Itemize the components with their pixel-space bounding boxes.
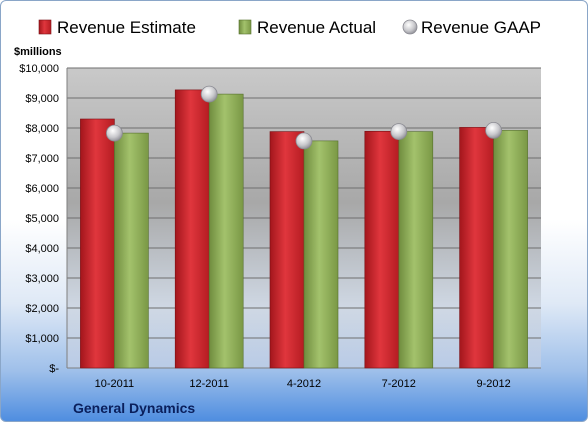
- y-tick-label: $6,000: [25, 183, 59, 195]
- y-tick-label: $7,000: [25, 153, 59, 165]
- bar-revenue-estimate: [80, 118, 115, 369]
- y-tick-label: $1,000: [25, 333, 59, 345]
- y-tick-label: $4,000: [25, 243, 59, 255]
- bar-revenue-estimate: [364, 131, 400, 369]
- y-tick-label: $-: [49, 363, 59, 375]
- x-tick-label: 10-2011: [95, 378, 135, 390]
- x-tick-label: 4-2012: [287, 378, 321, 390]
- marker-revenue-gaap: [200, 85, 218, 103]
- x-tick-label: 9-2012: [476, 378, 510, 390]
- legend-label: Revenue Actual: [257, 18, 376, 37]
- bar-revenue-actual: [398, 131, 434, 369]
- y-tick-label: $2,000: [25, 303, 59, 315]
- legend-swatch: [238, 19, 252, 35]
- y-tick-label: $5,000: [25, 213, 59, 225]
- bar-revenue-actual: [114, 132, 149, 369]
- bar-revenue-estimate: [174, 89, 210, 369]
- y-tick-label: $3,000: [25, 273, 59, 285]
- x-tick-label: 7-2012: [382, 378, 416, 390]
- marker-revenue-gaap: [485, 121, 503, 139]
- legend-swatch: [38, 19, 52, 35]
- y-tick-label: $8,000: [25, 123, 59, 135]
- bar-revenue-estimate: [459, 127, 494, 369]
- bar-revenue-estimate: [269, 131, 305, 369]
- y-tick-label: $10,000: [19, 63, 59, 75]
- marker-revenue-gaap: [390, 123, 408, 141]
- marker-revenue-gaap: [295, 132, 313, 150]
- bar-revenue-actual: [303, 140, 339, 369]
- legend-swatch: [402, 19, 418, 35]
- company-label: General Dynamics: [73, 400, 195, 416]
- unit-label: $millions: [14, 46, 62, 58]
- legend-label: Revenue Estimate: [57, 18, 196, 37]
- bar-revenue-actual: [493, 130, 528, 369]
- x-tick-label: 12-2011: [189, 378, 229, 390]
- legend-label: Revenue GAAP: [421, 18, 541, 37]
- y-tick-label: $9,000: [25, 93, 59, 105]
- bar-revenue-actual: [208, 93, 244, 369]
- marker-revenue-gaap: [106, 124, 123, 142]
